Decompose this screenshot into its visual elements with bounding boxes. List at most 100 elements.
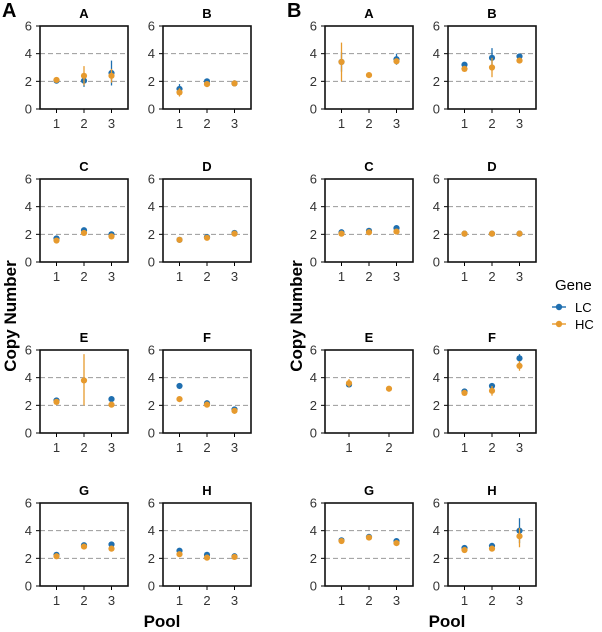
y-tick-label: 0: [148, 102, 155, 117]
facet-d: D 0 2 4 6 1 2 3: [433, 159, 537, 284]
x-tick-label: 3: [393, 593, 400, 608]
x-tick-label: 3: [231, 269, 238, 284]
y-tick-label: 6: [310, 172, 317, 187]
x-tick-label: 3: [516, 440, 523, 455]
y-axis-title-b: Copy Number: [287, 260, 306, 372]
facet-frame: [447, 502, 537, 587]
point-hc: [338, 58, 345, 66]
y-tick-label: 2: [148, 398, 155, 413]
point-hc: [53, 237, 60, 244]
x-tick-label: 1: [176, 116, 183, 131]
y-tick-label: 0: [25, 579, 32, 594]
y-axis-title-a: Copy Number: [1, 260, 20, 372]
y-tick-label: 6: [25, 172, 32, 187]
facet-frame: [447, 178, 537, 263]
point-hc: [108, 233, 115, 240]
x-tick-label: 2: [80, 269, 87, 284]
point-hc: [203, 234, 211, 241]
y-tick-label: 6: [433, 172, 440, 187]
y-tick-label: 2: [433, 398, 440, 413]
y-tick-label: 0: [148, 255, 155, 270]
point-hc: [231, 80, 238, 87]
point-hc: [53, 553, 60, 560]
point-hc: [108, 72, 115, 79]
x-tick-label: 1: [53, 593, 60, 608]
panel-a: A 0 2 4 6 1 2 3 B 0 2 4 6 1 2 3 C 0 2 4 6 1 2 3 D 0 2 4 6 1 2 3 E 0 2 4 6 1 2 3…: [25, 6, 252, 608]
y-tick-label: 0: [148, 579, 155, 594]
point-hc: [53, 398, 60, 405]
x-tick-label: 2: [365, 116, 372, 131]
facet-g: G 0 2 4 6 1 2 3: [25, 483, 129, 608]
facet-title: H: [487, 483, 496, 498]
y-tick-label: 2: [433, 227, 440, 242]
y-tick-label: 4: [310, 523, 317, 538]
legend-marker-hc: [555, 320, 563, 328]
facet-h: H 0 2 4 6 1 2 3: [433, 483, 537, 608]
y-tick-label: 2: [310, 551, 317, 566]
point-hc: [203, 81, 211, 88]
point-hc: [393, 228, 400, 235]
facet-frame: [447, 25, 537, 110]
facet-frame: [324, 178, 414, 263]
panel-letter-a: A: [2, 0, 16, 22]
x-tick-label: 3: [108, 440, 115, 455]
facet-title: H: [202, 483, 211, 498]
point-hc: [231, 553, 238, 561]
facet-title: A: [364, 6, 374, 21]
x-tick-label: 3: [516, 269, 523, 284]
y-tick-label: 4: [148, 370, 155, 385]
point-hc: [365, 72, 373, 79]
y-tick-label: 2: [148, 227, 155, 242]
facet-b: B 0 2 4 6 1 2 3: [148, 6, 252, 131]
y-tick-label: 0: [310, 102, 317, 117]
x-tick-label: 1: [176, 593, 183, 608]
facet-title: D: [202, 159, 211, 174]
y-tick-label: 2: [25, 227, 32, 242]
point-hc: [80, 543, 88, 550]
point-hc: [338, 537, 345, 545]
x-tick-label: 2: [385, 440, 392, 455]
y-tick-label: 6: [148, 172, 155, 187]
y-tick-label: 0: [25, 255, 32, 270]
y-tick-label: 4: [25, 199, 32, 214]
legend-label-lc: LC: [575, 300, 592, 315]
x-tick-label: 1: [53, 269, 60, 284]
facet-frame: [447, 349, 537, 434]
x-tick-label: 3: [108, 116, 115, 131]
facet-frame: [39, 502, 129, 587]
facet-title: B: [202, 6, 211, 21]
point-lc: [176, 382, 183, 390]
y-tick-label: 6: [25, 343, 32, 358]
facet-title: A: [79, 6, 89, 21]
facet-title: G: [79, 483, 89, 498]
facet-a: A 0 2 4 6 1 2 3: [25, 6, 129, 131]
point-hc: [393, 58, 400, 65]
y-tick-label: 0: [310, 255, 317, 270]
x-tick-label: 2: [80, 440, 87, 455]
point-hc: [385, 385, 393, 392]
point-hc: [516, 362, 523, 370]
x-tick-label: 1: [461, 116, 468, 131]
facet-f: F 0 2 4 6 1 2 3: [148, 330, 252, 455]
point-hc: [108, 401, 115, 408]
x-tick-label: 2: [203, 116, 210, 131]
y-tick-label: 0: [25, 426, 32, 441]
point-hc: [203, 554, 211, 561]
y-tick-label: 0: [433, 255, 440, 270]
y-tick-label: 4: [148, 523, 155, 538]
x-tick-label: 3: [393, 269, 400, 284]
x-axis-title-b: Pool: [429, 612, 466, 631]
y-tick-label: 0: [433, 579, 440, 594]
x-tick-label: 2: [365, 593, 372, 608]
point-hc: [176, 236, 183, 243]
x-tick-label: 2: [203, 593, 210, 608]
point-hc: [461, 546, 468, 554]
legend-title: Gene: [555, 277, 592, 294]
y-tick-label: 4: [25, 46, 32, 61]
y-tick-label: 6: [148, 343, 155, 358]
y-tick-label: 0: [25, 102, 32, 117]
y-tick-label: 6: [148, 496, 155, 511]
point-hc: [488, 545, 496, 552]
